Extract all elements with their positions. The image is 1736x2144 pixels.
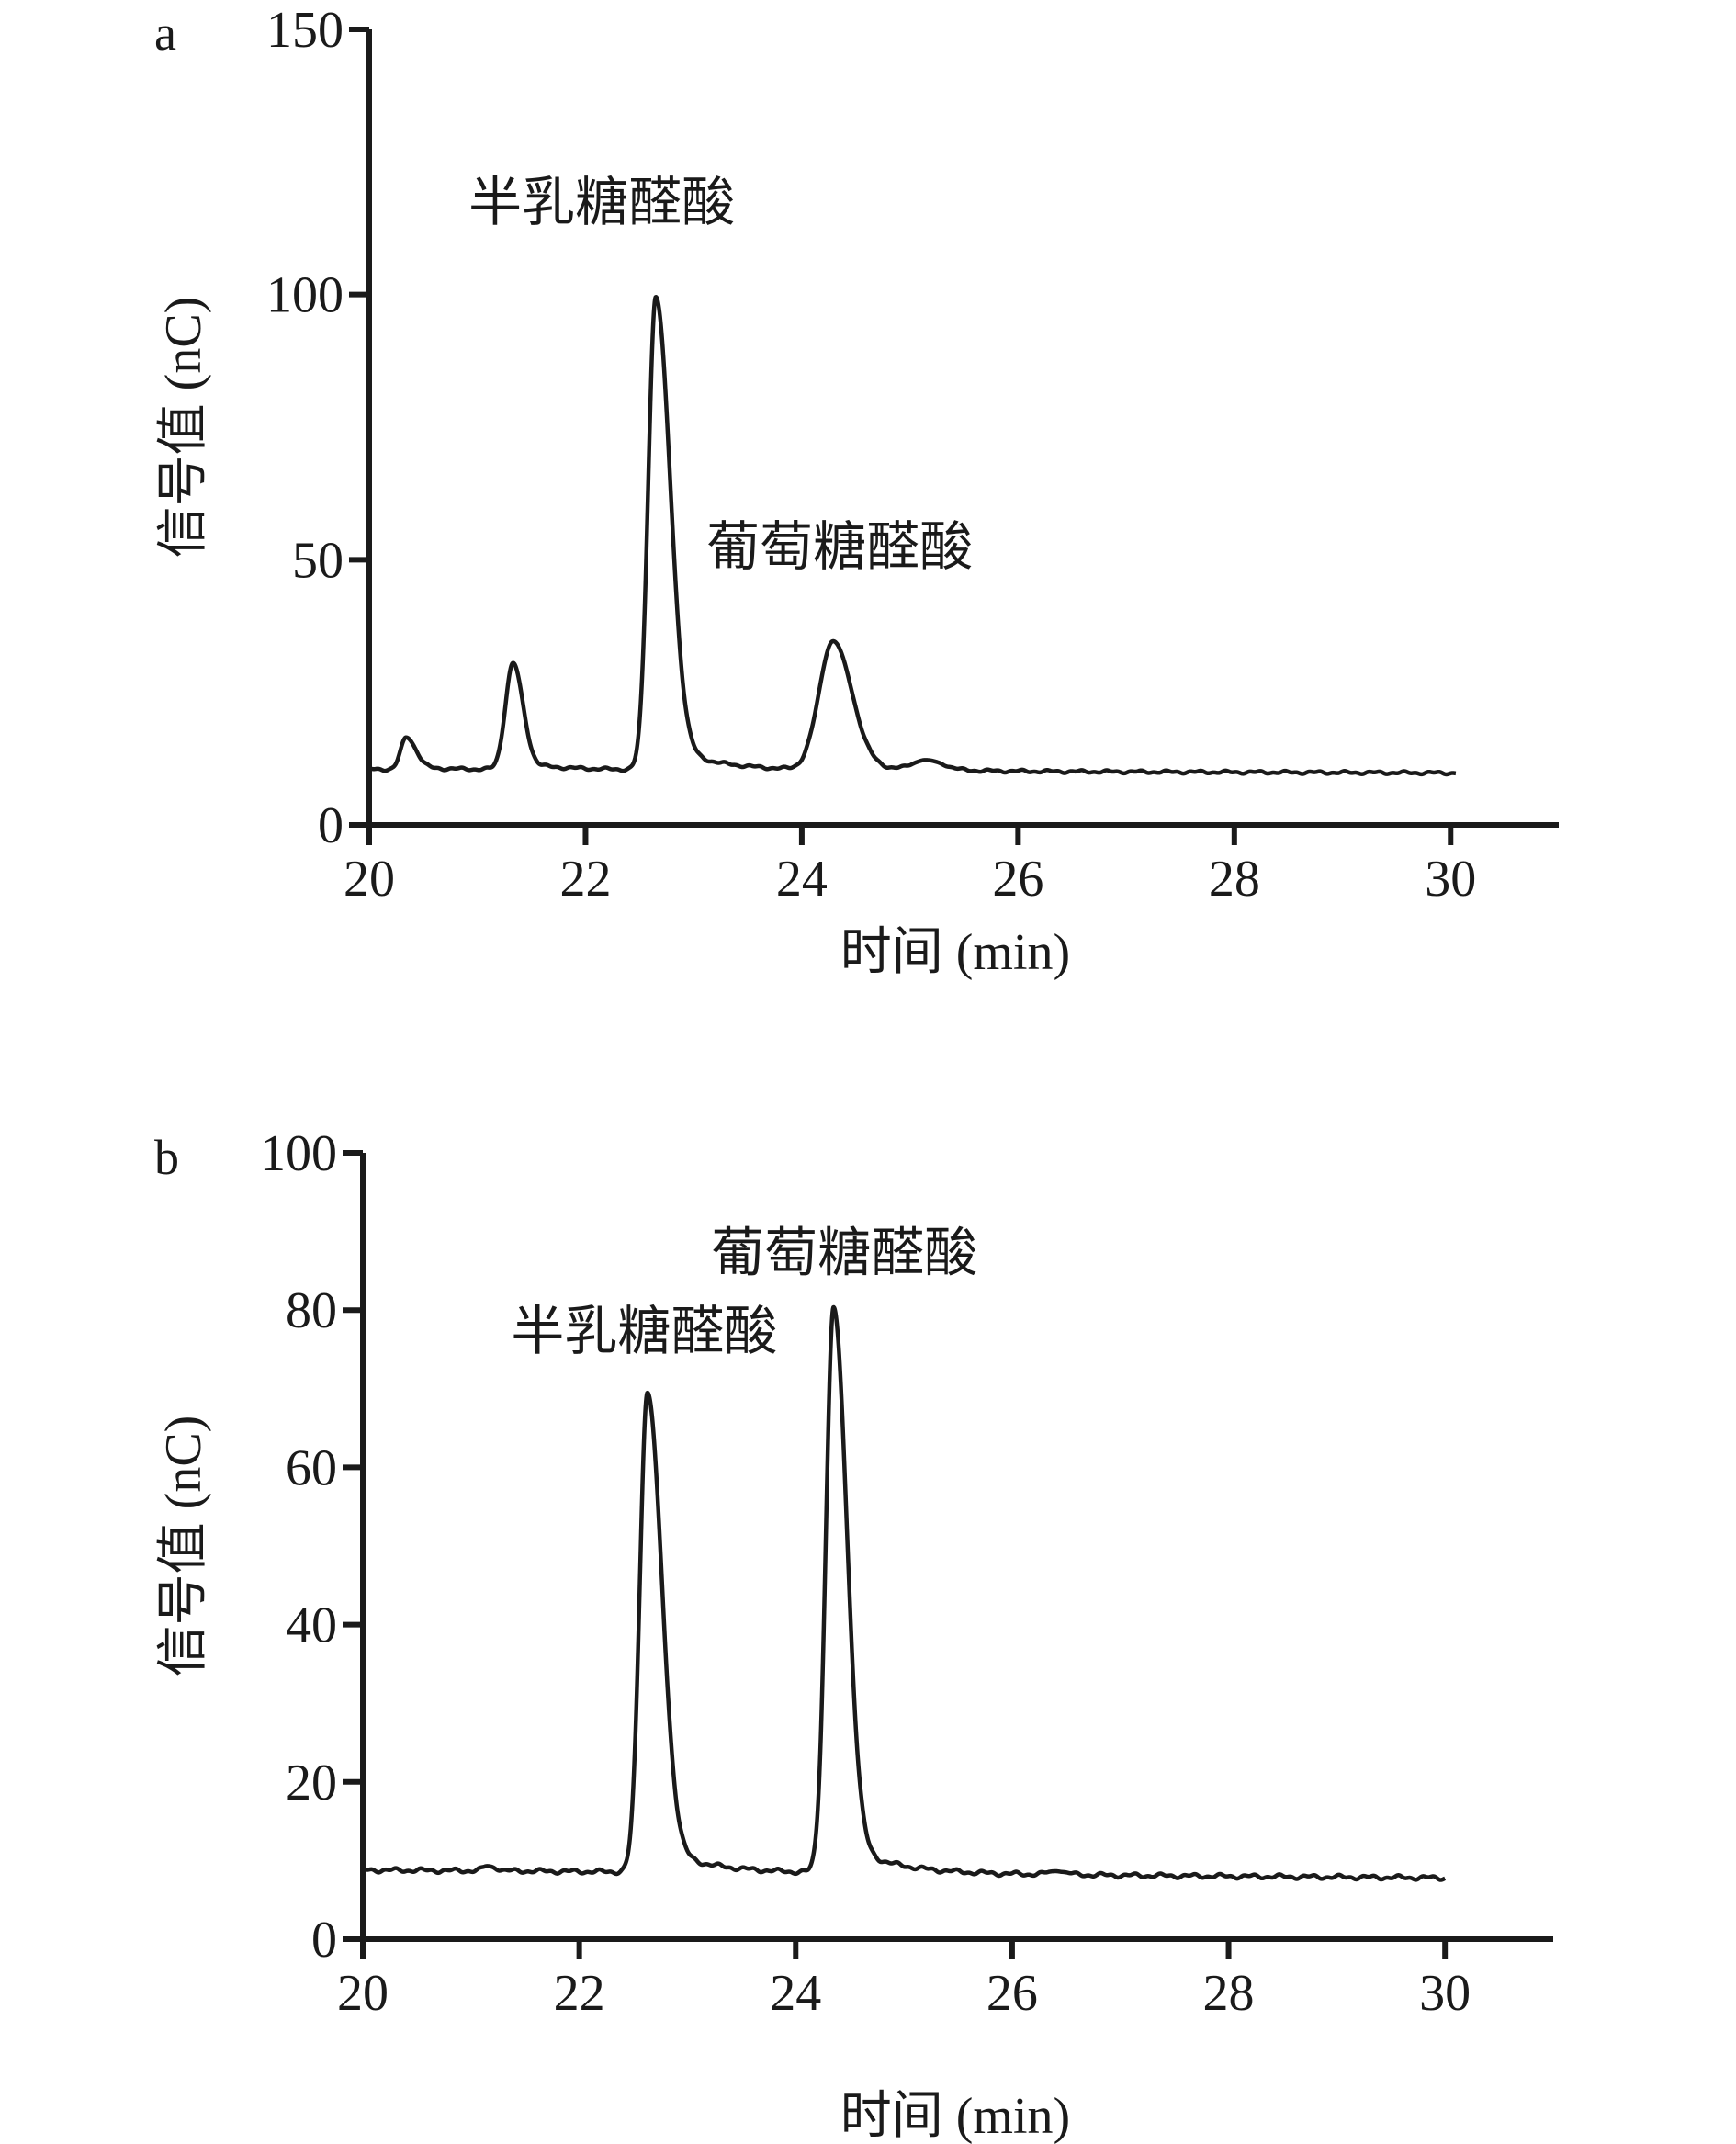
y-axis-title: 信号值 (nC): [155, 1416, 212, 1677]
peak-label: 葡萄糖醛酸: [706, 517, 973, 577]
y-tick-label: 100: [260, 1125, 337, 1182]
y-tick-label: 100: [266, 267, 344, 324]
x-axis-title: 时间 (min): [840, 2088, 1070, 2144]
x-tick-label: 20: [344, 851, 395, 908]
peak-label: 半乳糖醛酸: [511, 1302, 777, 1361]
x-tick-label: 24: [770, 1965, 821, 2022]
y-tick-label: 40: [286, 1597, 337, 1654]
y-tick-label: 60: [286, 1439, 337, 1496]
panel-letter: b: [154, 1130, 179, 1185]
x-tick-label: 26: [986, 1965, 1038, 2022]
x-tick-label: 30: [1419, 1965, 1471, 2022]
chart-panel-a: 0 50 100 150 20 22 24 26 28 30 a 时间 (min) 信号值 (nC) 半乳…: [154, 2, 1559, 981]
y-tick-label: 20: [286, 1755, 337, 1811]
y-axis-title: 信号值 (nC): [155, 297, 212, 559]
x-tick-label: 28: [1209, 851, 1260, 908]
y-tick-label: 80: [286, 1282, 337, 1339]
chromatogram-trace: [367, 294, 1458, 777]
y-tick-label: 150: [266, 2, 344, 59]
x-tick-label: 24: [776, 851, 828, 908]
x-tick-label: 28: [1203, 1965, 1255, 2022]
chromatogram-trace: [361, 1304, 1447, 1882]
peak-label: 半乳糖醛酸: [468, 173, 735, 232]
panel-letter: a: [154, 6, 176, 61]
x-tick-label: 20: [337, 1965, 389, 2022]
y-tick-label: 50: [292, 532, 344, 589]
x-axis-title: 时间 (min): [840, 924, 1070, 981]
peak-label: 葡萄糖醛酸: [711, 1223, 977, 1282]
y-tick-label: 0: [311, 1912, 337, 1969]
x-tick-label: 30: [1425, 851, 1476, 908]
x-tick-label: 22: [554, 1965, 605, 2022]
x-tick-label: 22: [559, 851, 611, 908]
y-tick-label: 0: [318, 797, 344, 854]
x-tick-label: 26: [992, 851, 1043, 908]
